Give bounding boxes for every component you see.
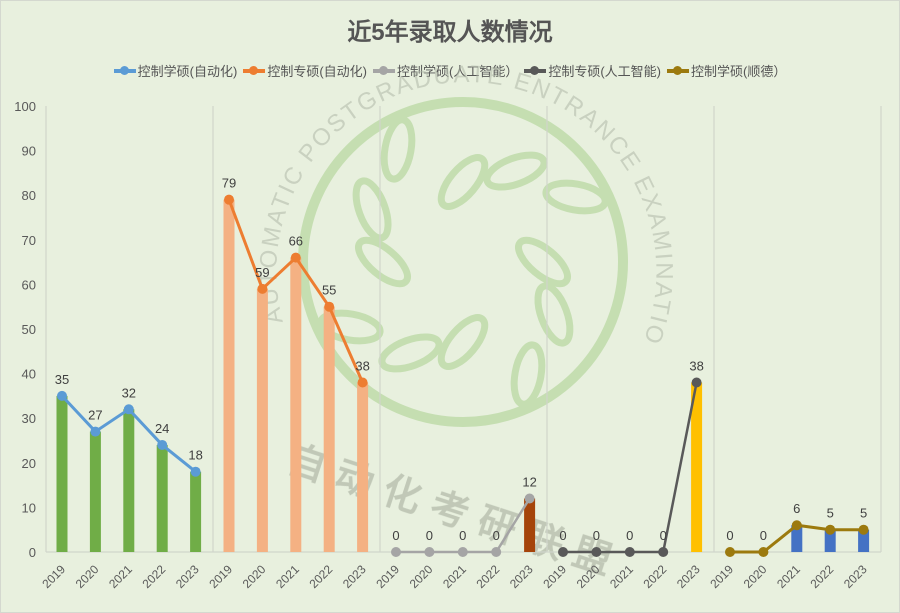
svg-text:2022: 2022 — [307, 562, 336, 591]
svg-text:40: 40 — [22, 367, 36, 382]
svg-text:38: 38 — [355, 359, 369, 374]
svg-text:0: 0 — [593, 528, 600, 543]
svg-text:5: 5 — [827, 506, 834, 521]
svg-text:2022: 2022 — [140, 562, 169, 591]
legend-label: 控制学硕(顺德） — [691, 64, 787, 79]
svg-text:0: 0 — [426, 528, 433, 543]
svg-text:55: 55 — [322, 283, 336, 298]
svg-text:2022: 2022 — [641, 562, 670, 591]
svg-text:0: 0 — [726, 528, 733, 543]
svg-text:6: 6 — [793, 501, 800, 516]
chart-title: 近5年录取人数情况 — [347, 19, 553, 46]
svg-text:80: 80 — [22, 188, 36, 203]
legend-item[interactable]: 控制学硕(人工智能） — [372, 61, 519, 80]
legend-item[interactable]: 控制专硕(人工智能) — [524, 61, 661, 80]
legend-label: 控制专硕(自动化) — [267, 64, 367, 79]
svg-text:2019: 2019 — [39, 562, 68, 591]
svg-text:2023: 2023 — [674, 562, 703, 591]
svg-text:5: 5 — [860, 506, 867, 521]
svg-text:2020: 2020 — [741, 562, 770, 591]
svg-text:0: 0 — [559, 528, 566, 543]
svg-text:24: 24 — [155, 421, 169, 436]
svg-text:2023: 2023 — [841, 562, 870, 591]
y-axis: 0 10 20 30 40 50 60 70 80 90 100 — [14, 99, 36, 560]
svg-text:2021: 2021 — [774, 562, 803, 591]
legend: 控制学硕(自动化) 控制专硕(自动化) 控制学硕(人工智能） 控制专硕(人工智能… — [0, 61, 900, 80]
svg-text:50: 50 — [22, 322, 36, 337]
svg-text:0: 0 — [459, 528, 466, 543]
legend-item[interactable]: 控制学硕(顺德） — [667, 61, 786, 80]
svg-text:0: 0 — [626, 528, 633, 543]
svg-text:35: 35 — [55, 372, 69, 387]
svg-text:2023: 2023 — [507, 562, 536, 591]
legend-marker-icon — [524, 65, 547, 75]
svg-text:2021: 2021 — [440, 562, 469, 591]
svg-text:2020: 2020 — [407, 562, 436, 591]
svg-text:79: 79 — [222, 176, 236, 191]
legend-marker-icon — [667, 65, 689, 75]
svg-text:2022: 2022 — [474, 562, 503, 591]
gridlines — [45, 106, 882, 553]
bars — [56, 199, 870, 552]
legend-label: 控制学硕(人工智能） — [396, 64, 519, 79]
svg-text:27: 27 — [88, 408, 102, 423]
x-axis: 2019 2020 2021 2022 2023 2019 2020 2021 2022 2023… — [39, 562, 870, 591]
svg-text:10: 10 — [22, 500, 36, 515]
legend-item[interactable]: 控制专硕(自动化) — [243, 61, 367, 80]
svg-text:0: 0 — [29, 545, 36, 560]
svg-text:2021: 2021 — [273, 562, 302, 591]
svg-text:59: 59 — [255, 265, 269, 280]
svg-text:2022: 2022 — [808, 562, 837, 591]
svg-text:100: 100 — [14, 99, 36, 114]
svg-text:18: 18 — [188, 448, 202, 463]
svg-text:30: 30 — [22, 411, 36, 426]
svg-text:0: 0 — [760, 528, 767, 543]
svg-text:0: 0 — [392, 528, 399, 543]
legend-label: 控制学硕(自动化) — [137, 64, 238, 79]
svg-text:2020: 2020 — [73, 562, 102, 591]
svg-text:2023: 2023 — [340, 562, 369, 591]
svg-text:90: 90 — [22, 144, 36, 159]
svg-text:AUTOMATIC POSTGRADUATE ENTRANC: AUTOMATIC POSTGRADUATE ENTRANCE EXAMINAT… — [0, 0, 677, 349]
svg-text:32: 32 — [122, 385, 136, 400]
svg-text:60: 60 — [22, 277, 36, 292]
legend-item[interactable]: 控制学硕(自动化) — [113, 61, 238, 80]
legend-marker-icon — [113, 65, 136, 75]
svg-text:66: 66 — [289, 234, 303, 249]
svg-text:2020: 2020 — [240, 562, 269, 591]
svg-text:20: 20 — [22, 456, 36, 471]
svg-text:2019: 2019 — [373, 562, 402, 591]
svg-text:70: 70 — [22, 233, 36, 248]
lines — [57, 194, 869, 557]
legend-marker-icon — [372, 65, 395, 75]
svg-text:0: 0 — [493, 528, 500, 543]
svg-text:38: 38 — [689, 359, 703, 374]
svg-text:2021: 2021 — [106, 562, 135, 591]
svg-text:0: 0 — [660, 528, 667, 543]
svg-text:2023: 2023 — [173, 562, 202, 591]
svg-text:2019: 2019 — [707, 562, 736, 591]
svg-text:2019: 2019 — [206, 562, 235, 591]
watermark-logo: AUTOMATIC POSTGRADUATE ENTRANCE EXAMINAT… — [0, 0, 677, 587]
legend-marker-icon — [243, 65, 266, 75]
svg-text:12: 12 — [522, 474, 536, 489]
legend-label: 控制专硕(人工智能) — [548, 64, 661, 79]
